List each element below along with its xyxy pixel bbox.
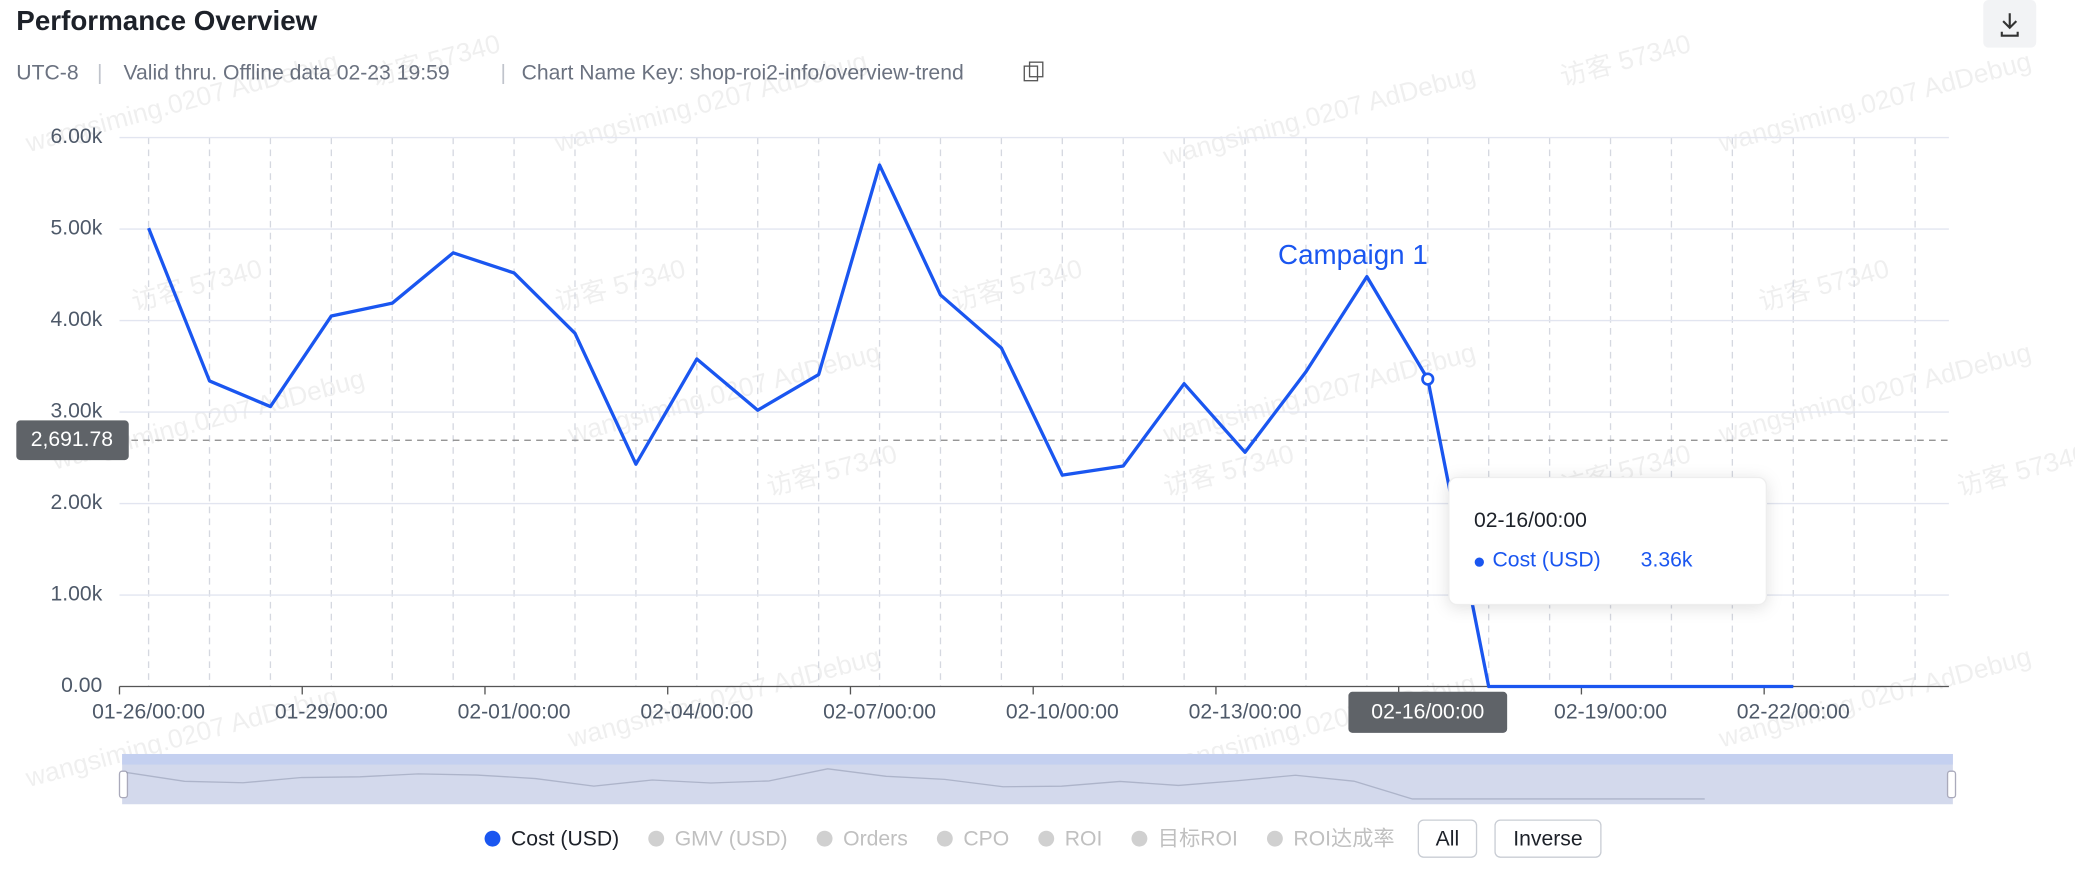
x-tick-label: 02-13/00:00 (1189, 701, 1302, 724)
watermark: wangsiming.0207 AdDebug (1715, 641, 2035, 754)
x-highlight (1348, 691, 1508, 733)
y-tick-label: 6.00k (51, 125, 103, 148)
legend-label[interactable]: Cost (USD) (511, 828, 619, 851)
copy-icon[interactable] (1023, 65, 1039, 82)
watermark: wangsiming.0207 AdDebug (564, 641, 884, 754)
watermark: wangsiming.0207 AdDebug (564, 337, 884, 450)
line (147, 163, 1794, 689)
tooltip (1448, 476, 1768, 606)
reference-label-bg (16, 420, 129, 461)
legend-label[interactable]: 目标ROI (1158, 827, 1238, 851)
copy-icon (1028, 61, 1044, 78)
legend-marker[interactable] (936, 830, 953, 847)
y-tick-label: 3.00k (51, 400, 103, 423)
x-tick-label: 01-26/00:00 (92, 701, 205, 724)
tooltip-value: 3.36k (1641, 548, 1693, 571)
watermark: 访客 57340 (948, 253, 1085, 317)
button-label[interactable]: All (1436, 828, 1460, 851)
navigator-top (122, 753, 1953, 765)
annotation: Campaign 1 (1278, 239, 1428, 270)
legend-marker[interactable] (816, 830, 833, 847)
separator: | (97, 62, 103, 85)
legend-label[interactable]: ROI达成率 (1293, 827, 1394, 851)
legend-label[interactable]: ROI (1065, 828, 1103, 851)
y-tick-label: 4.00k (51, 308, 103, 331)
x-tick-label: 02-22/00:00 (1737, 701, 1850, 724)
x-tick-label: 02-19/00:00 (1554, 701, 1667, 724)
legend-marker[interactable] (1266, 830, 1283, 847)
handle[interactable] (1946, 770, 1957, 799)
x-tick-label: 02-10/00:00 (1006, 701, 1119, 724)
y-tick-label: 0.00 (61, 674, 102, 697)
x-tick-label: 02-04/00:00 (640, 701, 753, 724)
tooltip-marker (1474, 557, 1484, 567)
tooltip-title: 02-16/00:00 (1474, 509, 1587, 532)
legend-label[interactable]: CPO (963, 828, 1009, 851)
watermark: 访客 57340 (1755, 253, 1892, 317)
subtitle: UTC-8 (16, 62, 78, 85)
x-tick-label: 02-01/00:00 (458, 701, 571, 724)
handle[interactable] (118, 770, 129, 799)
x-tick-label: 02-07/00:00 (823, 701, 936, 724)
button[interactable] (1494, 819, 1602, 858)
x-tick-label: 01-29/00:00 (275, 701, 388, 724)
subtitle: Valid thru. Offline data 02-23 19:59 (123, 62, 449, 85)
subtitle: Chart Name Key: shop-roi2-info/overview-… (522, 62, 964, 85)
x-tick-label: 02-16/00:00 (1371, 701, 1484, 724)
separator: | (500, 62, 506, 85)
watermark: 访客 57340 (552, 253, 689, 317)
highlight-point (1421, 372, 1435, 386)
chart-title: Performance Overview (16, 5, 317, 36)
legend-marker[interactable] (1131, 830, 1148, 847)
watermark: wangsiming.0207 AdDebug (1159, 59, 1479, 172)
download-icon (2000, 13, 2019, 37)
legend-marker[interactable] (484, 830, 501, 847)
button-label[interactable]: Inverse (1513, 828, 1582, 851)
watermark: wangsiming.0207 AdDebug (1715, 337, 2035, 450)
watermark: 访客 57340 (1557, 28, 1694, 92)
reference-label: 2,691.78 (31, 428, 113, 451)
watermark: 访客 57340 (1160, 438, 1297, 502)
legend-label[interactable]: Orders (843, 828, 908, 851)
watermark: 访客 57340 (1954, 438, 2075, 502)
legend-marker[interactable] (1038, 830, 1055, 847)
tooltip-label: Cost (USD) (1493, 548, 1601, 571)
button[interactable] (1417, 819, 1478, 858)
y-tick-label: 5.00k (51, 217, 103, 240)
navigator-line (126, 768, 1705, 800)
watermark: wangsiming.0207 AdDebug (1715, 46, 2035, 159)
y-tick-label: 1.00k (51, 583, 103, 606)
legend-label[interactable]: GMV (USD) (675, 828, 788, 851)
legend-marker[interactable] (648, 830, 665, 847)
y-tick-label: 2.00k (51, 491, 103, 514)
